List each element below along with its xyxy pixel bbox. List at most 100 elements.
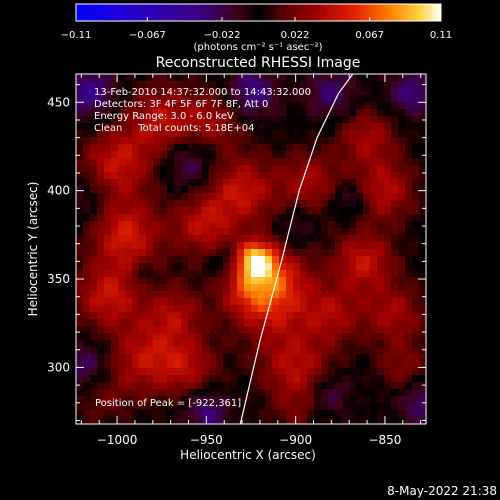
- heatmap-cell: [265, 123, 273, 131]
- heatmap-cell: [328, 186, 336, 194]
- heatmap-cell: [202, 389, 210, 397]
- heatmap-cell: [293, 207, 301, 215]
- heatmap-cell: [167, 193, 175, 201]
- heatmap-cell: [111, 158, 119, 166]
- heatmap-cell: [265, 130, 273, 138]
- heatmap-cell: [370, 410, 378, 418]
- heatmap-cell: [230, 396, 238, 404]
- heatmap-cell: [230, 333, 238, 341]
- heatmap-cell: [377, 410, 385, 418]
- heatmap-cell: [139, 354, 147, 362]
- heatmap-cell: [223, 263, 231, 271]
- heatmap-cell: [384, 88, 392, 96]
- heatmap-cell: [146, 312, 154, 320]
- heatmap-cell: [97, 221, 105, 229]
- heatmap-cell: [202, 74, 210, 82]
- heatmap-cell: [398, 298, 406, 306]
- heatmap-cell: [244, 137, 252, 145]
- heatmap-cell: [181, 235, 189, 243]
- heatmap-cell: [111, 270, 119, 278]
- heatmap-cell: [125, 361, 133, 369]
- heatmap-cell: [244, 263, 252, 271]
- heatmap-cell: [90, 284, 98, 292]
- heatmap-cell: [167, 410, 175, 418]
- heatmap-cell: [174, 137, 182, 145]
- heatmap-cell: [90, 410, 98, 418]
- heatmap-cell: [265, 333, 273, 341]
- heatmap-cell: [90, 228, 98, 236]
- heatmap-cell: [111, 403, 119, 411]
- heatmap-cell: [97, 172, 105, 180]
- heatmap-cell: [195, 340, 203, 348]
- heatmap-cell: [223, 179, 231, 187]
- heatmap-cell: [356, 95, 364, 103]
- heatmap-cell: [195, 312, 203, 320]
- heatmap-cell: [356, 172, 364, 180]
- heatmap-cell: [342, 410, 350, 418]
- heatmap-cell: [202, 354, 210, 362]
- heatmap-cell: [153, 221, 161, 229]
- heatmap-cell: [174, 242, 182, 250]
- heatmap-cell: [111, 368, 119, 376]
- heatmap-cell: [384, 158, 392, 166]
- heatmap-cell: [328, 102, 336, 110]
- heatmap-cell: [97, 347, 105, 355]
- heatmap-cell: [223, 389, 231, 397]
- heatmap-cell: [342, 270, 350, 278]
- heatmap-cell: [188, 277, 196, 285]
- heatmap-cell: [118, 130, 126, 138]
- heatmap-cell: [335, 200, 343, 208]
- heatmap-cell: [223, 228, 231, 236]
- heatmap-cell: [272, 305, 280, 313]
- heatmap-cell: [188, 74, 196, 82]
- heatmap-cell: [321, 305, 329, 313]
- heatmap-cell: [391, 179, 399, 187]
- heatmap-cell: [223, 326, 231, 334]
- heatmap-cell: [293, 326, 301, 334]
- heatmap-cell: [244, 214, 252, 222]
- heatmap-cell: [167, 102, 175, 110]
- heatmap-cell: [370, 88, 378, 96]
- heatmap-cell: [293, 319, 301, 327]
- heatmap-cell: [223, 403, 231, 411]
- heatmap-cell: [216, 235, 224, 243]
- heatmap-cell: [279, 410, 287, 418]
- heatmap-cell: [377, 137, 385, 145]
- heatmap-cell: [223, 214, 231, 222]
- heatmap-cell: [419, 403, 426, 411]
- heatmap-cell: [97, 130, 105, 138]
- heatmap-cell: [237, 368, 245, 376]
- heatmap-cell: [251, 284, 259, 292]
- heatmap-cell: [188, 263, 196, 271]
- heatmap-cell: [195, 158, 203, 166]
- heatmap-cell: [398, 221, 406, 229]
- heatmap-cell: [391, 319, 399, 327]
- plot-frame: [75, 73, 427, 425]
- heatmap-cell: [363, 130, 371, 138]
- heatmap-cell: [188, 214, 196, 222]
- heatmap-cell: [139, 389, 147, 397]
- heatmap-cell: [349, 263, 357, 271]
- heatmap-cell: [195, 298, 203, 306]
- heatmap-cell: [195, 305, 203, 313]
- heatmap-cell: [167, 256, 175, 264]
- heatmap-cell: [216, 312, 224, 320]
- heatmap-cell: [83, 137, 91, 145]
- heatmap-cell: [391, 340, 399, 348]
- heatmap-cell: [167, 277, 175, 285]
- heatmap-cell: [384, 235, 392, 243]
- heatmap-cell: [363, 109, 371, 117]
- heatmap-cell: [104, 179, 112, 187]
- heatmap-cell: [118, 123, 126, 131]
- heatmap-cell: [356, 74, 364, 82]
- heatmap-cell: [111, 102, 119, 110]
- heatmap-cell: [160, 74, 168, 82]
- heatmap-cell: [384, 144, 392, 152]
- heatmap-cell: [153, 340, 161, 348]
- heatmap-cell: [209, 375, 217, 383]
- heatmap-cell: [377, 235, 385, 243]
- heatmap-cell: [174, 291, 182, 299]
- heatmap-cell: [279, 235, 287, 243]
- heatmap-cell: [363, 389, 371, 397]
- heatmap-cell: [188, 326, 196, 334]
